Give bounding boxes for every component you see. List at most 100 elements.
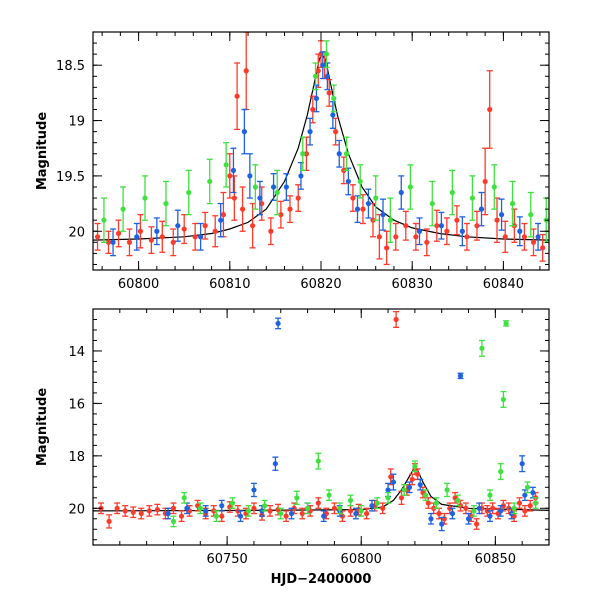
x-tick-label: 60840 [483, 277, 524, 292]
data-point [357, 178, 363, 185]
data-point [181, 495, 187, 501]
y-axis-title: Magnitude [35, 388, 50, 467]
data-point [332, 129, 339, 135]
data-point [528, 212, 534, 218]
x-tick-label: 60850 [475, 552, 516, 567]
data-point [307, 129, 313, 135]
data-point [387, 217, 393, 223]
data-point [350, 195, 356, 201]
data-point [122, 508, 128, 514]
x-tick-label: 60830 [392, 277, 433, 292]
data-point [330, 112, 336, 118]
data-point [385, 487, 391, 493]
data-point [511, 505, 517, 511]
model-curve [93, 52, 549, 241]
data-point [231, 195, 237, 201]
data-point [203, 508, 209, 514]
data-point [365, 200, 372, 207]
data-point [369, 503, 375, 509]
data-point [170, 239, 176, 245]
data-point [219, 503, 225, 509]
series-0 [94, 32, 546, 266]
y-tick-label: 18 [68, 450, 85, 465]
data-point [326, 492, 332, 498]
data-point [438, 223, 444, 229]
data-point [380, 212, 386, 218]
data-point [498, 212, 505, 218]
data-point [540, 245, 546, 251]
data-point [449, 510, 456, 517]
data-point [137, 228, 144, 234]
data-point [384, 245, 390, 251]
data-point [154, 507, 160, 513]
data-point [476, 505, 482, 511]
data-point [262, 503, 268, 509]
data-point [178, 513, 185, 519]
data-point [494, 217, 500, 223]
data-point [331, 95, 337, 102]
bottom-panel: 60750 60800 60850 14 16 18 20 Magnitude HJD−2400… [35, 308, 550, 587]
data-point [270, 184, 277, 190]
data-point [373, 195, 379, 201]
data-point [444, 228, 450, 234]
data-point [473, 521, 480, 527]
y-tick-label: 20 [68, 225, 85, 240]
data-point [186, 189, 192, 196]
x-tick-label: 60750 [206, 552, 247, 567]
data-point [535, 234, 541, 240]
data-point [425, 500, 431, 506]
data-point [478, 206, 485, 212]
data-point [120, 206, 126, 212]
data-point [347, 497, 354, 504]
data-point [429, 200, 435, 207]
data-point [331, 505, 338, 511]
data-point [207, 178, 213, 185]
y-tick-label: 20 [68, 502, 85, 517]
y-tick-label: 19 [68, 115, 85, 130]
data-point [337, 505, 343, 511]
data-point [364, 510, 370, 517]
data-point [142, 195, 148, 201]
data-point [326, 90, 332, 96]
data-point [212, 228, 218, 234]
data-point [295, 195, 301, 201]
y-tick-label: 19.5 [56, 170, 85, 185]
data-point [388, 474, 394, 480]
data-point [521, 234, 527, 240]
data-point [482, 178, 488, 185]
x-tick-label: 60800 [341, 552, 382, 567]
data-point [106, 518, 112, 525]
data-point [530, 239, 537, 245]
data-point [320, 62, 326, 68]
data-point [229, 500, 236, 506]
x-tick-label: 60820 [300, 277, 341, 292]
data-point [424, 239, 430, 245]
data-point [509, 200, 516, 207]
y-tick-label: 14 [68, 345, 85, 360]
series-2 [100, 40, 549, 243]
data-point [416, 228, 423, 234]
x-axis-title: HJD−2400000 [271, 572, 372, 587]
data-point [184, 505, 190, 511]
data-point [455, 497, 461, 504]
data-point [230, 167, 237, 173]
y-tick-label: 18.5 [56, 59, 85, 74]
data-point [336, 151, 342, 157]
data-point [433, 500, 439, 506]
data-point [428, 516, 434, 522]
model-curve [93, 465, 549, 512]
data-point [345, 178, 351, 185]
data-point [252, 184, 258, 190]
data-point [353, 510, 359, 517]
data-point [304, 505, 311, 511]
data-point [234, 93, 240, 99]
data-point [94, 234, 101, 240]
data-point [278, 212, 284, 218]
data-point [358, 508, 364, 514]
data-point [223, 162, 229, 168]
data-point [197, 505, 203, 511]
y-tick-label: 16 [68, 397, 85, 412]
data-point [465, 516, 472, 522]
data-point [321, 513, 327, 519]
